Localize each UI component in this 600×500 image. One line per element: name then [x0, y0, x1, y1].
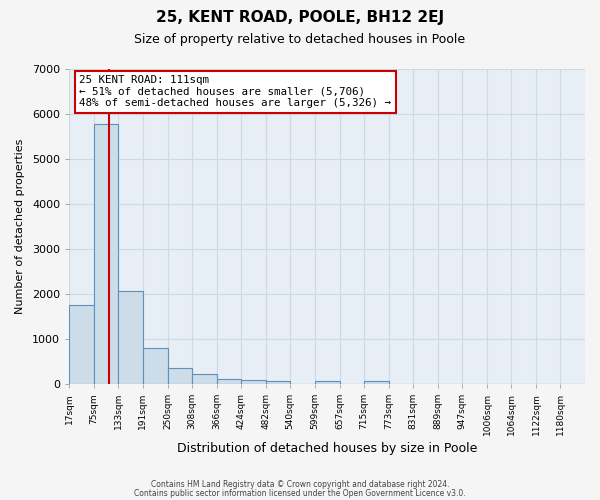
- Bar: [192, 374, 217, 384]
- Bar: [143, 348, 167, 384]
- Bar: [315, 382, 340, 384]
- Bar: [94, 124, 118, 384]
- Text: 25 KENT ROAD: 111sqm
← 51% of detached houses are smaller (5,706)
48% of semi-de: 25 KENT ROAD: 111sqm ← 51% of detached h…: [79, 76, 391, 108]
- Text: Size of property relative to detached houses in Poole: Size of property relative to detached ho…: [134, 32, 466, 46]
- Bar: [217, 379, 241, 384]
- Bar: [364, 381, 389, 384]
- Y-axis label: Number of detached properties: Number of detached properties: [15, 139, 25, 314]
- Bar: [167, 368, 192, 384]
- Bar: [266, 381, 290, 384]
- Text: 25, KENT ROAD, POOLE, BH12 2EJ: 25, KENT ROAD, POOLE, BH12 2EJ: [156, 10, 444, 25]
- X-axis label: Distribution of detached houses by size in Poole: Distribution of detached houses by size …: [177, 442, 477, 455]
- Bar: [241, 380, 266, 384]
- Bar: [69, 304, 94, 384]
- Text: Contains public sector information licensed under the Open Government Licence v3: Contains public sector information licen…: [134, 488, 466, 498]
- Text: Contains HM Land Registry data © Crown copyright and database right 2024.: Contains HM Land Registry data © Crown c…: [151, 480, 449, 489]
- Bar: [118, 291, 143, 384]
